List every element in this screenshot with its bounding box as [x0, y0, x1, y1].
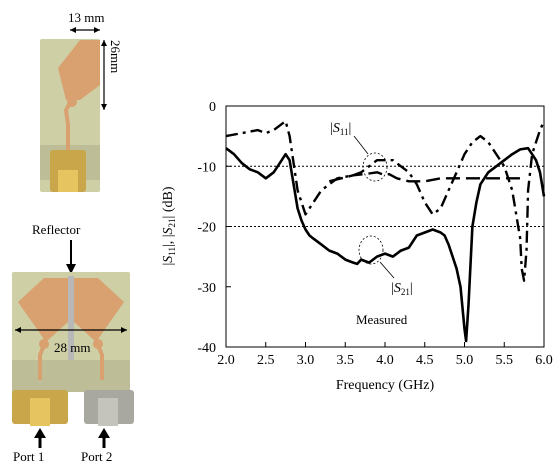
x-tick-label: 4.0: [376, 353, 394, 368]
x-axis-label: Frequency (GHz): [336, 378, 435, 393]
s11-annotation: |S11|: [330, 121, 351, 137]
dim-arrow-down-top: [101, 104, 107, 110]
measured-note: Measured: [356, 312, 408, 327]
series-dashed-line: [329, 171, 525, 183]
reflector-arrow-head: [66, 264, 76, 274]
height-label-top: 26mm: [108, 40, 123, 73]
s21-callout-leader: [379, 261, 395, 279]
width-label-bottom: 28 mm: [54, 340, 90, 355]
patch-top: [58, 40, 100, 100]
port1-arrow-head: [34, 428, 46, 438]
reflector-label: Reflector: [32, 222, 81, 237]
y-axis-label: |S11|, |S21| (dB): [161, 186, 177, 265]
x-tick-label: 2.0: [217, 353, 235, 368]
series-layer: [225, 119, 546, 343]
s21-callout-circle: [358, 235, 384, 265]
x-tick-label: 3.5: [337, 353, 355, 368]
port1-label: Port 1: [13, 449, 44, 464]
reflector-strip: [68, 276, 74, 360]
x-tick-label: 5.5: [496, 353, 514, 368]
dim-arrow-right-bottom: [121, 327, 127, 333]
connector-right-body: [98, 398, 118, 426]
y-tick-label: -20: [197, 221, 216, 236]
series-s21-line: [225, 146, 546, 343]
feed-via-right: [93, 339, 103, 349]
dim-arrow-left-bottom: [15, 327, 21, 333]
connector-body-top: [58, 170, 78, 192]
plot-frame: [225, 105, 545, 348]
y-axis-ticks: 0 -10 -20 -30 -40: [197, 100, 231, 356]
s11-callout-circle: [362, 152, 388, 182]
dim-arrow-left-top: [70, 27, 76, 33]
y-tick-label: -10: [197, 160, 216, 175]
feed-via-left: [39, 339, 49, 349]
antenna-photo-bottom: Reflector 28 mm Port 1 Port 2: [12, 222, 134, 464]
x-tick-label: 2.5: [257, 353, 275, 368]
patch-right: [74, 278, 124, 342]
x-tick-label: 4.5: [416, 353, 434, 368]
dim-arrow-right-top: [94, 27, 100, 33]
x-axis-ticks: 2.0 2.5 3.0 3.5 4.0 4.5 5.0 5.5 6.0: [217, 342, 553, 368]
x-tick-label: 5.0: [456, 353, 474, 368]
s11-callout-leader: [353, 135, 369, 155]
port2-arrow-head: [98, 428, 110, 438]
ground-plane-bottom: [12, 360, 130, 392]
x-tick-label: 3.0: [297, 353, 315, 368]
feed-via-top: [67, 97, 77, 107]
width-label-top: 13 mm: [68, 10, 104, 25]
x-tick-label: 6.0: [535, 353, 553, 368]
dim-arrow-up-top: [101, 40, 107, 46]
connector-left-body: [30, 398, 50, 426]
series-s11-line: [225, 119, 546, 282]
s-parameter-chart: 2.0 2.5 3.0 3.5 4.0 4.5 5.0 5.5 6.0 0 -10 -20 -30 -4…: [161, 100, 553, 393]
patch-left: [18, 278, 68, 342]
y-tick-label: 0: [209, 100, 216, 115]
y-tick-label: -30: [197, 281, 216, 296]
port2-label: Port 2: [81, 449, 112, 464]
antenna-photo-top: 13 mm 26mm: [40, 10, 123, 192]
s21-annotation: |S21|: [391, 281, 413, 297]
y-tick-label: -40: [197, 341, 216, 356]
